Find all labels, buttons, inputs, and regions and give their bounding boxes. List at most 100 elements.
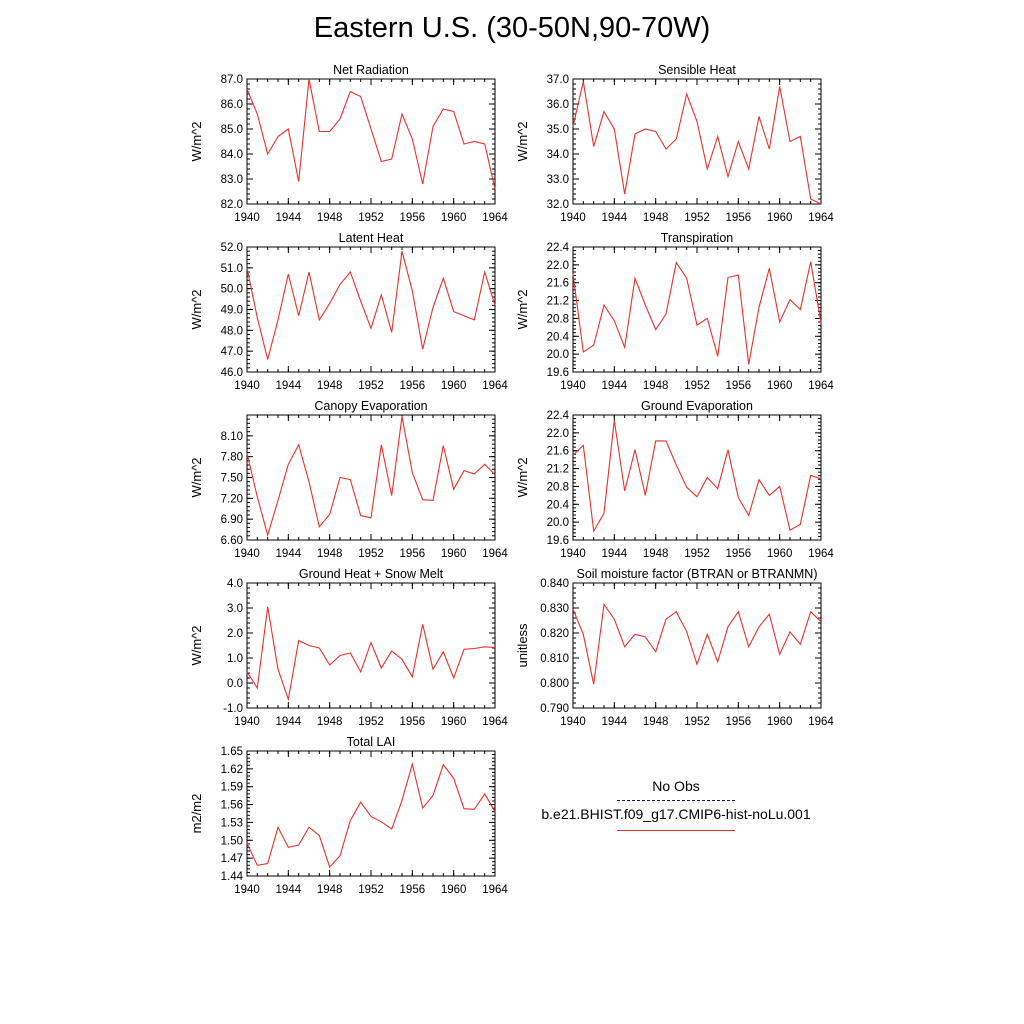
chart-panel-1: 1940 1944 1948 1952 1956 1960 1964 82.0 83.0 84.0… bbox=[189, 63, 508, 224]
x-tick-label: 1964 bbox=[808, 212, 834, 224]
series-line bbox=[572, 261, 822, 365]
x-tick-label: 1940 bbox=[234, 716, 260, 728]
y-tick-label: 34.0 bbox=[547, 149, 569, 161]
y-axis-label: W/m^2 bbox=[515, 457, 530, 497]
x-tick-label: 1952 bbox=[684, 548, 710, 560]
x-tick-label: 1948 bbox=[643, 212, 669, 224]
y-tick-label: -1.0 bbox=[223, 703, 243, 715]
x-tick-label: 1940 bbox=[234, 380, 260, 392]
series-line bbox=[572, 81, 822, 205]
y-tick-label: 1.65 bbox=[221, 746, 243, 758]
plot-frame bbox=[572, 78, 822, 205]
y-tick-label: 46.0 bbox=[221, 367, 243, 379]
x-tick-label: 1960 bbox=[441, 380, 467, 392]
y-tick-label: 47.0 bbox=[221, 346, 243, 358]
y-tick-label: 1.50 bbox=[221, 835, 243, 847]
x-tick-label: 1944 bbox=[276, 884, 302, 896]
x-tick-label: 1960 bbox=[441, 548, 467, 560]
y-tick-label: 1.53 bbox=[221, 817, 243, 829]
y-tick-label: 83.0 bbox=[221, 174, 243, 186]
y-tick-label: 7.20 bbox=[221, 493, 243, 505]
chart-panel-9: 1940 1944 1948 1952 1956 1960 1964 1.44 1.47 1.50… bbox=[189, 735, 508, 896]
panel-title: Sensible Heat bbox=[658, 63, 736, 77]
x-tick-label: 1944 bbox=[602, 548, 628, 560]
y-tick-label: 7.50 bbox=[221, 473, 243, 485]
x-tick-label: 1952 bbox=[358, 548, 384, 560]
x-tick-label: 1944 bbox=[602, 212, 628, 224]
y-axis-label: W/m^2 bbox=[189, 121, 204, 161]
y-tick-label: 20.4 bbox=[547, 331, 570, 343]
y-tick-label: 21.6 bbox=[547, 278, 569, 290]
y-tick-label: 22.0 bbox=[547, 428, 569, 440]
x-tick-label: 1964 bbox=[482, 548, 508, 560]
x-tick-label: 1940 bbox=[560, 380, 586, 392]
series-line bbox=[246, 251, 496, 360]
x-tick-label: 1956 bbox=[400, 884, 426, 896]
chart-panel-8: 1940 1944 1948 1952 1956 1960 1964 0.790 0.800 0.… bbox=[515, 567, 834, 728]
y-tick-label: 1.0 bbox=[227, 653, 243, 665]
x-tick-label: 1948 bbox=[317, 884, 343, 896]
series-line bbox=[246, 416, 496, 538]
y-tick-label: 1.62 bbox=[221, 764, 243, 776]
plot-frame bbox=[572, 414, 822, 541]
x-tick-label: 1944 bbox=[276, 716, 302, 728]
y-tick-label: 0.810 bbox=[540, 653, 569, 665]
y-tick-label: 33.0 bbox=[547, 174, 569, 186]
x-tick-label: 1956 bbox=[726, 212, 752, 224]
x-tick-label: 1956 bbox=[400, 380, 426, 392]
y-tick-label: 21.2 bbox=[547, 464, 569, 476]
x-tick-label: 1944 bbox=[276, 380, 302, 392]
plot-frame bbox=[246, 246, 496, 373]
y-tick-label: 1.59 bbox=[221, 782, 243, 794]
y-axis-label: unitless bbox=[515, 623, 530, 668]
x-tick-label: 1952 bbox=[358, 380, 384, 392]
x-tick-label: 1960 bbox=[441, 884, 467, 896]
x-tick-label: 1956 bbox=[726, 380, 752, 392]
plot-frame bbox=[246, 582, 496, 709]
figure-title: Eastern U.S. (30-50N,90-70W) bbox=[313, 12, 711, 44]
x-tick-label: 1944 bbox=[276, 212, 302, 224]
panel-title: Soil moisture factor (BTRAN or BTRANMN) bbox=[576, 567, 817, 581]
x-tick-label: 1964 bbox=[482, 212, 508, 224]
y-tick-label: 0.800 bbox=[540, 678, 569, 690]
x-tick-label: 1944 bbox=[602, 716, 628, 728]
series-line bbox=[246, 606, 496, 702]
x-tick-label: 1960 bbox=[767, 212, 793, 224]
y-tick-label: 32.0 bbox=[547, 199, 569, 211]
x-tick-label: 1964 bbox=[808, 716, 834, 728]
y-tick-label: 20.0 bbox=[547, 349, 569, 361]
y-tick-label: 0.790 bbox=[540, 703, 569, 715]
plot-frame bbox=[246, 750, 496, 877]
y-tick-label: 6.60 bbox=[221, 535, 243, 547]
y-axis-label: W/m^2 bbox=[189, 289, 204, 329]
x-tick-label: 1960 bbox=[441, 716, 467, 728]
chart-panel-7: 1940 1944 1948 1952 1956 1960 1964 -1.0 0.0 1.0 2.… bbox=[189, 567, 508, 728]
series-line bbox=[572, 602, 822, 685]
y-tick-label: 21.6 bbox=[547, 446, 569, 458]
x-tick-label: 1940 bbox=[560, 212, 586, 224]
x-tick-label: 1964 bbox=[482, 884, 508, 896]
plot-frame bbox=[246, 78, 496, 205]
y-axis-label: W/m^2 bbox=[189, 457, 204, 497]
y-tick-label: 1.56 bbox=[221, 800, 243, 812]
y-tick-label: 20.4 bbox=[547, 499, 570, 511]
y-tick-label: 36.0 bbox=[547, 99, 569, 111]
x-tick-label: 1964 bbox=[482, 716, 508, 728]
y-tick-label: 0.830 bbox=[540, 603, 569, 615]
legend-model-line bbox=[617, 830, 735, 831]
y-tick-label: 4.0 bbox=[227, 578, 243, 590]
y-tick-label: 87.0 bbox=[221, 74, 243, 86]
x-tick-label: 1960 bbox=[767, 380, 793, 392]
x-tick-label: 1940 bbox=[234, 884, 260, 896]
y-tick-label: 1.44 bbox=[221, 871, 244, 883]
x-tick-label: 1956 bbox=[726, 716, 752, 728]
y-tick-label: 52.0 bbox=[221, 242, 243, 254]
x-tick-label: 1948 bbox=[643, 548, 669, 560]
chart-panel-2: 1940 1944 1948 1952 1956 1960 1964 32.0 33.0 34.0… bbox=[515, 63, 834, 224]
x-tick-label: 1952 bbox=[358, 716, 384, 728]
y-tick-label: 19.6 bbox=[547, 367, 569, 379]
y-tick-label: 84.0 bbox=[221, 149, 243, 161]
x-tick-label: 1940 bbox=[234, 212, 260, 224]
x-tick-label: 1944 bbox=[276, 548, 302, 560]
x-tick-label: 1944 bbox=[602, 380, 628, 392]
